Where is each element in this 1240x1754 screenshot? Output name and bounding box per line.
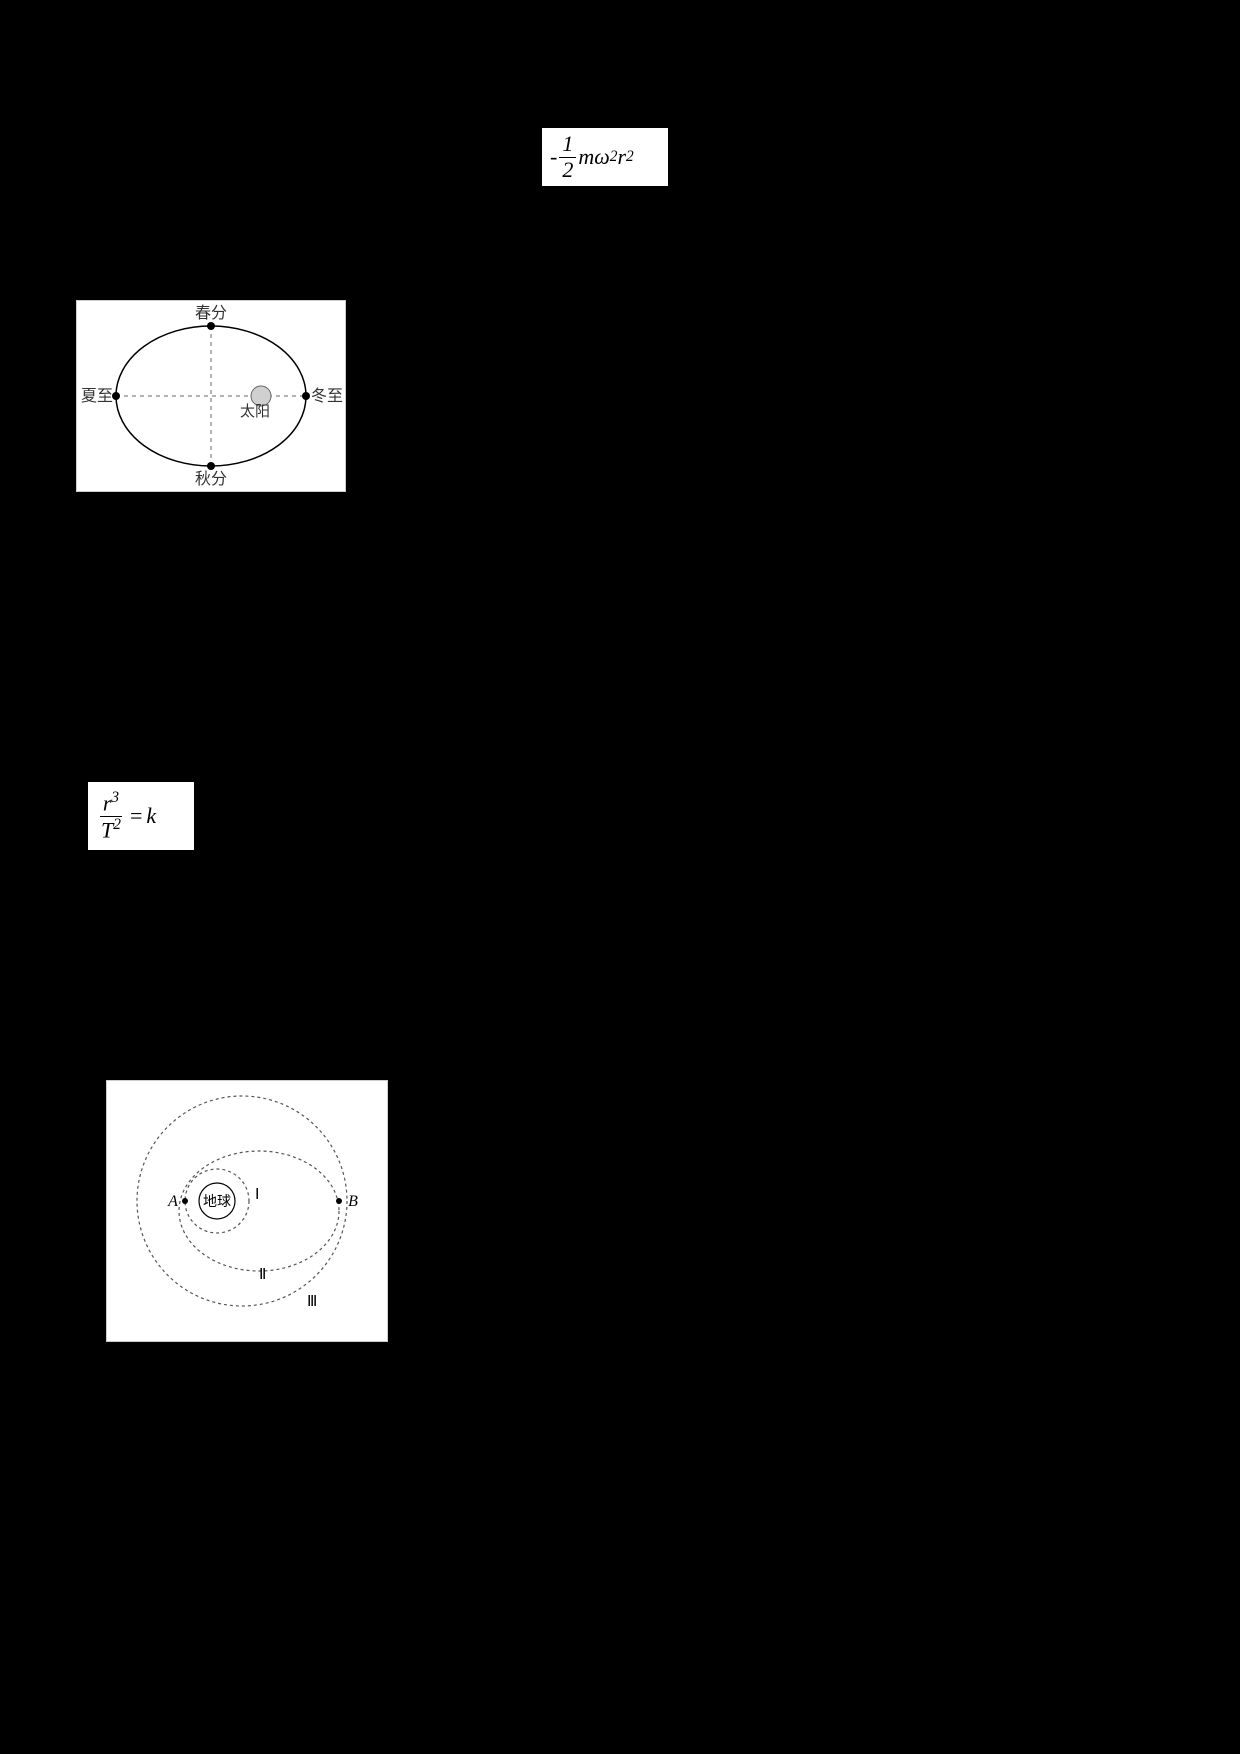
point-spring bbox=[207, 322, 215, 330]
minus-sign: - bbox=[550, 144, 557, 170]
kepler-denominator: T2 bbox=[98, 817, 124, 843]
exp-omega: 2 bbox=[610, 148, 618, 166]
sun-icon bbox=[251, 386, 271, 406]
label-winter: 冬至 bbox=[311, 387, 343, 405]
denominator: 2 bbox=[559, 158, 576, 182]
label-orbit-1: Ⅰ bbox=[255, 1187, 259, 1203]
page: - 1 2 mω2r2 春分 秋分 夏至 冬至 太阳 bbox=[0, 0, 1240, 1754]
exp-r3: 3 bbox=[111, 789, 119, 806]
point-summer bbox=[112, 392, 120, 400]
solar-terms-svg: 春分 秋分 夏至 冬至 太阳 bbox=[77, 301, 345, 491]
numerator: 1 bbox=[559, 132, 576, 157]
point-b-dot bbox=[336, 1198, 342, 1204]
point-a-dot bbox=[182, 1198, 188, 1204]
label-autumn: 秋分 bbox=[195, 470, 227, 488]
label-earth: 地球 bbox=[203, 1194, 231, 1210]
kepler-numerator: r3 bbox=[100, 790, 122, 817]
exp-t2: 2 bbox=[113, 816, 121, 833]
fraction-kepler: r3 T2 bbox=[98, 790, 124, 842]
point-winter bbox=[302, 392, 310, 400]
diagram-solar-terms: 春分 秋分 夏至 冬至 太阳 bbox=[76, 300, 346, 492]
equals-sign: = bbox=[130, 803, 142, 829]
formula-kepler: r3 T2 = k bbox=[88, 782, 194, 850]
fraction-half: 1 2 bbox=[559, 132, 576, 181]
label-b: B bbox=[348, 1193, 358, 1210]
label-summer: 夏至 bbox=[81, 388, 113, 405]
label-spring: 春分 bbox=[195, 304, 227, 322]
earth-orbits-svg: 地球 A B Ⅰ Ⅱ Ⅲ bbox=[107, 1081, 387, 1341]
label-orbit-3: Ⅲ bbox=[307, 1294, 317, 1310]
var-t: T bbox=[101, 817, 113, 842]
var-m: m bbox=[578, 144, 594, 170]
var-r: r bbox=[617, 144, 626, 170]
label-orbit-2: Ⅱ bbox=[259, 1267, 266, 1283]
diagram-earth-orbits: 地球 A B Ⅰ Ⅱ Ⅲ bbox=[106, 1080, 388, 1342]
label-sun: 太阳 bbox=[240, 403, 270, 420]
var-omega: ω bbox=[594, 144, 610, 170]
formula-kinetic-energy: - 1 2 mω2r2 bbox=[542, 128, 668, 186]
label-a: A bbox=[167, 1193, 178, 1210]
var-k: k bbox=[146, 803, 156, 829]
point-autumn bbox=[207, 462, 215, 470]
exp-r: 2 bbox=[626, 148, 634, 166]
